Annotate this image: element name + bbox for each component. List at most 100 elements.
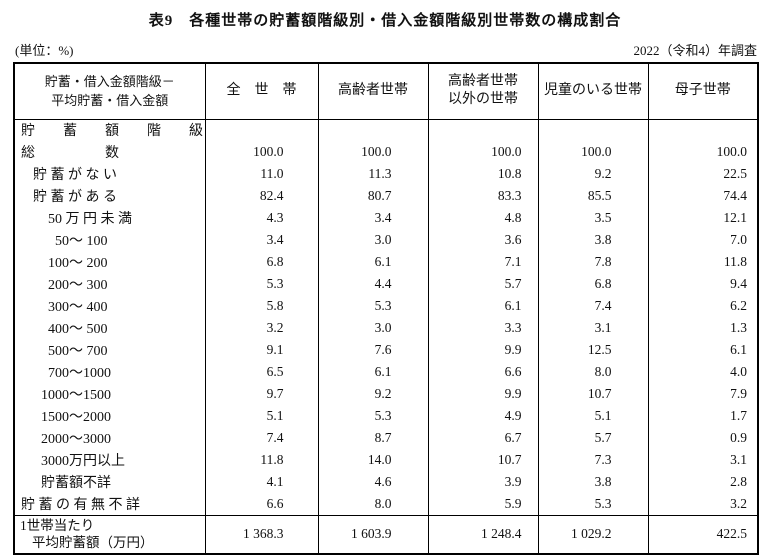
table-title: 表9 各種世帯の貯蓄額階級別・借入金額階級別世帯数の構成割合 <box>148 13 622 29</box>
footer-value-cell: 1 603.9 <box>317 514 428 554</box>
value-cell: 7.0 <box>647 229 758 251</box>
row-label: 貯 蓄 が あ る <box>33 190 117 205</box>
value-cell: 7.4 <box>204 427 318 449</box>
value-cell <box>204 119 318 141</box>
value-cell <box>537 119 648 141</box>
value-cell: 6.6 <box>427 361 538 383</box>
value-cell: 7.6 <box>317 339 428 361</box>
table-row: 1000～1500 9.7 9.2 9.9 10.7 7.9 <box>14 383 758 405</box>
value-cell: 6.7 <box>427 427 538 449</box>
value-cell: 5.3 <box>317 405 428 427</box>
row-label: 貯 蓄 額 階 級 <box>21 124 203 140</box>
row-label: 貯 蓄 が な い <box>33 168 117 183</box>
value-cell: 4.3 <box>204 207 318 229</box>
value-cell: 6.8 <box>537 273 648 295</box>
row-label: 1500～2000 <box>41 410 111 425</box>
value-cell: 10.8 <box>427 163 538 185</box>
table-row: 総 数 100.0 100.0 100.0 100.0 100.0 <box>14 141 758 163</box>
value-cell: 7.3 <box>537 449 648 471</box>
value-cell: 1.3 <box>647 317 758 339</box>
table-row: 500～ 700 9.1 7.6 9.9 12.5 6.1 <box>14 339 758 361</box>
value-cell: 5.7 <box>537 427 648 449</box>
value-cell: 3.8 <box>537 229 648 251</box>
column-header: 高齢者世帯 <box>317 63 428 120</box>
value-cell: 1.7 <box>647 405 758 427</box>
row-label: 200～ 300 <box>48 278 108 293</box>
value-cell: 7.4 <box>537 295 648 317</box>
survey-year-note: 2022（令和4）年調査 <box>633 43 757 58</box>
row-label: 貯蓄額不詳 <box>41 476 111 491</box>
table-row: 400～ 500 3.2 3.0 3.3 3.1 1.3 <box>14 317 758 339</box>
value-cell: 5.8 <box>204 295 318 317</box>
value-cell: 85.5 <box>537 185 648 207</box>
value-cell: 3.5 <box>537 207 648 229</box>
value-cell: 22.5 <box>647 163 758 185</box>
value-cell: 5.3 <box>204 273 318 295</box>
row-label: 400～ 500 <box>48 322 108 337</box>
statistics-table: 貯蓄・借入金額階級－ 平均貯蓄・借入金額全 世 帯高齢者世帯 高齢者世帯 以外の世帯児… <box>13 62 759 555</box>
value-cell: 83.3 <box>427 185 538 207</box>
column-header: 児童のいる世帯 <box>537 63 648 120</box>
value-cell: 80.7 <box>317 185 428 207</box>
value-cell: 6.8 <box>204 251 318 273</box>
value-cell: 100.0 <box>647 141 758 163</box>
notes-row: (単位：%) 2022（令和4）年調査 <box>15 40 757 59</box>
value-cell: 9.2 <box>317 383 428 405</box>
value-cell: 12.1 <box>647 207 758 229</box>
table-row: 200～ 300 5.3 4.4 5.7 6.8 9.4 <box>14 273 758 295</box>
table-row: 50 万 円 未 満 4.3 3.4 4.8 3.5 12.1 <box>14 207 758 229</box>
table-row: 700～1000 6.5 6.1 6.6 8.0 4.0 <box>14 361 758 383</box>
value-cell: 6.1 <box>317 251 428 273</box>
value-cell: 74.4 <box>647 185 758 207</box>
value-cell: 3.2 <box>647 493 758 515</box>
value-cell: 82.4 <box>204 185 318 207</box>
table-row: 貯 蓄 が な い 11.0 11.3 10.8 9.2 22.5 <box>14 163 758 185</box>
value-cell: 8.0 <box>537 361 648 383</box>
value-cell <box>647 119 758 141</box>
value-cell: 9.1 <box>204 339 318 361</box>
row-label: 総 数 <box>21 146 119 161</box>
value-cell: 8.7 <box>317 427 428 449</box>
table-row: 貯 蓄 が あ る 82.4 80.7 83.3 85.5 74.4 <box>14 185 758 207</box>
row-label: 50～ 100 <box>55 234 108 249</box>
value-cell: 100.0 <box>317 141 428 163</box>
table-row: 貯 蓄 の 有 無 不 詳 6.6 8.0 5.9 5.3 3.2 <box>14 493 758 515</box>
value-cell: 5.1 <box>537 405 648 427</box>
value-cell: 7.9 <box>647 383 758 405</box>
row-label: 1000～1500 <box>41 388 111 403</box>
footer-value-cell: 1 248.4 <box>427 514 538 554</box>
value-cell: 6.5 <box>204 361 318 383</box>
value-cell: 3.6 <box>427 229 538 251</box>
table-row: 300～ 400 5.8 5.3 6.1 7.4 6.2 <box>14 295 758 317</box>
value-cell: 9.2 <box>537 163 648 185</box>
value-cell: 3.0 <box>317 229 428 251</box>
value-cell: 9.9 <box>427 339 538 361</box>
footer-label: 1世帯当たり 平均貯蓄額（万円） <box>14 514 205 554</box>
table-row: 1500～2000 5.1 5.3 4.9 5.1 1.7 <box>14 405 758 427</box>
value-cell: 11.8 <box>647 251 758 273</box>
value-cell: 5.3 <box>317 295 428 317</box>
value-cell: 4.1 <box>204 471 318 493</box>
value-cell: 2.8 <box>647 471 758 493</box>
value-cell: 9.4 <box>647 273 758 295</box>
value-cell <box>427 119 538 141</box>
value-cell: 5.7 <box>427 273 538 295</box>
row-label: 300～ 400 <box>48 300 108 315</box>
row-label: 700～1000 <box>48 366 111 381</box>
value-cell: 5.1 <box>204 405 318 427</box>
value-cell: 100.0 <box>537 141 648 163</box>
value-cell: 14.0 <box>317 449 428 471</box>
row-label: 貯 蓄 の 有 無 不 詳 <box>21 497 140 513</box>
table-header-row: 貯蓄・借入金額階級－ 平均貯蓄・借入金額全 世 帯高齢者世帯 高齢者世帯 以外の世帯児… <box>14 63 758 120</box>
footer-value-cell: 1 368.3 <box>204 514 318 554</box>
value-cell: 4.8 <box>427 207 538 229</box>
value-cell: 3.1 <box>537 317 648 339</box>
value-cell: 3.2 <box>204 317 318 339</box>
value-cell: 9.9 <box>427 383 538 405</box>
unit-note: (単位：%) <box>15 43 74 58</box>
value-cell: 3.0 <box>317 317 428 339</box>
row-label: 500～ 700 <box>48 344 108 359</box>
value-cell: 10.7 <box>427 449 538 471</box>
table-footer-row: 1世帯当たり 平均貯蓄額（万円） 1 368.3 1 603.9 1 248.4 1 02… <box>14 514 758 554</box>
